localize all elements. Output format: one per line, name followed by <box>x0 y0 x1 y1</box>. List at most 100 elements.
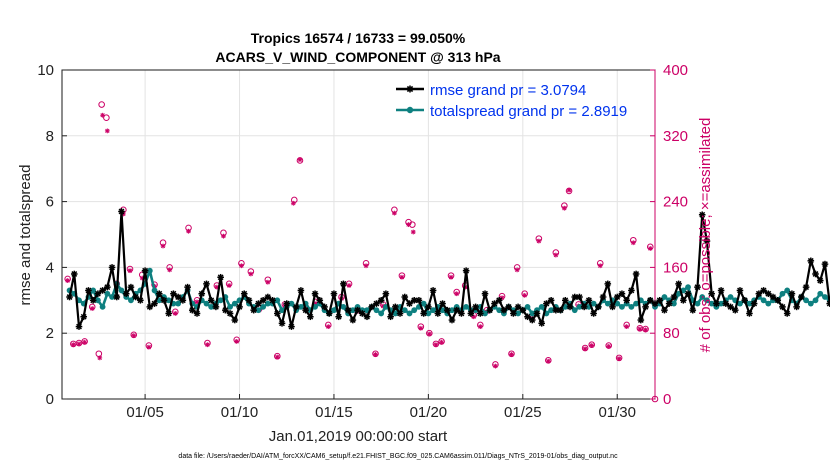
obs-assimilated-marker <box>399 274 405 280</box>
y-tick-label: 10 <box>37 62 54 79</box>
obs-possible-marker <box>103 114 110 122</box>
y-right-tick-label: 160 <box>663 259 688 276</box>
rmse-point <box>174 293 182 301</box>
obs-assimilated-marker <box>493 363 498 369</box>
x-tick-label: 01/05 <box>126 404 164 421</box>
totalspread-point <box>524 303 531 310</box>
obs-assimilated-marker <box>410 229 416 235</box>
totalspread-point <box>619 303 625 310</box>
totalspread-point <box>633 300 640 307</box>
obs-assimilated-marker <box>637 326 643 332</box>
obs-assimilated-marker <box>522 292 528 298</box>
totalspread-point <box>297 303 304 310</box>
rmse-point <box>217 273 224 281</box>
obs-assimilated-marker <box>448 274 454 280</box>
obs-assimilated-marker <box>624 324 630 330</box>
rmse-point <box>236 303 243 311</box>
rmse-point <box>708 290 715 298</box>
totalspread-point <box>118 287 125 294</box>
rmse-point <box>746 310 753 317</box>
totalspread-point <box>628 303 635 310</box>
rmse-point <box>448 316 456 324</box>
totalspread-point <box>227 303 233 310</box>
rmse-point <box>354 306 361 314</box>
rmse-point <box>222 306 229 314</box>
rmse-point <box>132 293 139 301</box>
rmse-point <box>585 296 593 304</box>
legend-rmse-marker <box>406 85 414 93</box>
rmse-point <box>769 293 777 301</box>
rmse-point <box>94 290 102 298</box>
rmse-point <box>127 283 135 291</box>
rmse-point <box>434 310 442 317</box>
rmse-point <box>113 293 121 301</box>
rmse-point <box>160 296 168 304</box>
rmse-point <box>382 290 390 298</box>
rmse-point <box>765 290 772 298</box>
obs-assimilated-marker <box>131 333 137 339</box>
obs-assimilated-marker <box>104 128 110 134</box>
totalspread-point <box>109 294 115 300</box>
rmse-point <box>401 293 409 301</box>
totalspread-point <box>817 290 824 297</box>
rmse-point <box>665 300 673 307</box>
obs-assimilated-marker <box>536 238 542 244</box>
obs-assimilated-marker <box>597 263 603 269</box>
rmse-point <box>604 280 612 288</box>
rmse-point <box>70 270 78 278</box>
rmse-point <box>566 303 574 311</box>
obs-assimilated-marker <box>647 246 653 251</box>
totalspread-point <box>146 267 153 274</box>
obs-assimilated-marker <box>325 324 331 330</box>
obs-assimilated-marker <box>509 352 514 357</box>
rmse-point <box>750 300 758 307</box>
rmse-point <box>368 303 376 311</box>
totalspread-point <box>406 310 413 317</box>
rmse-point <box>698 211 706 219</box>
rmse-point <box>189 306 196 314</box>
totalspread-point <box>482 310 488 317</box>
rmse-point <box>439 300 446 307</box>
rmse-point <box>576 293 583 301</box>
totalspread-point <box>708 300 715 307</box>
legend-spread-marker <box>406 106 414 114</box>
legend: rmse grand pr = 3.0794 totalspread grand… <box>396 82 627 120</box>
rmse-point <box>316 296 324 304</box>
rmse-point <box>212 303 220 311</box>
rmse-point <box>689 306 697 314</box>
totalspread-point <box>401 307 408 314</box>
totalspread-point <box>704 297 710 304</box>
rmse-point <box>453 306 461 314</box>
totalspread-point <box>331 307 337 314</box>
rmse-point <box>80 313 88 321</box>
totalspread-point <box>548 307 555 314</box>
rmse-point <box>184 283 191 291</box>
rmse-point <box>264 293 272 301</box>
rmse-point <box>335 313 342 321</box>
rmse-point <box>703 237 711 245</box>
rmse-point <box>680 296 687 304</box>
rmse-point <box>273 310 281 317</box>
rmse-point <box>500 306 508 314</box>
obs-assimilated-marker <box>616 356 622 362</box>
rmse-point <box>377 296 385 304</box>
rmse-point <box>396 310 404 317</box>
obs-assimilated-marker <box>433 342 439 348</box>
data-file-footer: data file: /Users/raeder/DAI/ATM_forcXX/… <box>178 453 618 460</box>
totalspread-point <box>737 300 743 307</box>
obs-assimilated-marker <box>426 331 432 337</box>
rmse-point <box>443 306 451 314</box>
rmse-point <box>590 310 597 317</box>
totalspread-point <box>279 307 285 314</box>
totalspread-point <box>165 297 172 304</box>
y-right-tick-label: 240 <box>663 194 688 211</box>
rmse-point <box>89 296 97 304</box>
y-right-tick-label: 0 <box>663 391 671 408</box>
totalspread-point <box>576 303 583 310</box>
rmse-point <box>528 316 536 324</box>
obs-assimilated-marker <box>205 342 210 348</box>
rmse-point <box>736 287 744 294</box>
rmse-point <box>458 310 465 317</box>
rmse-point <box>538 320 545 327</box>
